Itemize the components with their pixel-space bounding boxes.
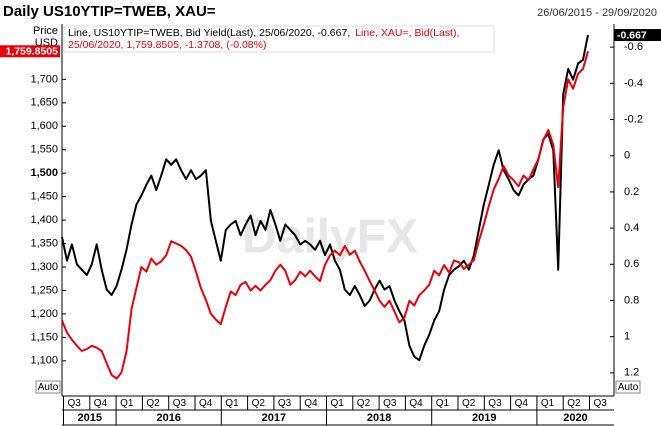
- quarter-label: Q3: [594, 398, 608, 409]
- left-axis-mode: Auto: [38, 382, 59, 393]
- quarter-label: Q2: [252, 398, 266, 409]
- last-value-box: [614, 29, 661, 42]
- y2-tick-label: 0.8: [624, 294, 639, 306]
- quarter-label: Q2: [462, 398, 476, 409]
- last-value-box: [0, 45, 60, 58]
- series-line: [61, 51, 589, 380]
- quarter-label: Q4: [409, 398, 423, 409]
- y-axis-label: Price: [33, 25, 58, 37]
- y-tick-label: 1,350: [30, 237, 58, 249]
- y-tick-label: 1,500: [30, 167, 58, 179]
- legend: Line, US10YTIP=TWEB, Bid Yield(Last), 25…: [63, 25, 495, 53]
- legend-entry: Line, XAU=, Bid(Last),: [355, 27, 459, 39]
- year-label: 2016: [156, 412, 180, 424]
- series-line: [61, 34, 589, 362]
- quarter-label: Q1: [225, 398, 239, 409]
- quarter-label: Q4: [199, 398, 213, 409]
- legend-entry: 25/06/2020, 1,759.8505, -1.3708, (-0.08%…: [68, 39, 266, 51]
- last-value-label: 1,759.8505: [5, 46, 58, 58]
- y2-tick-label: 1: [624, 331, 630, 343]
- y2-tick-label: -0.4: [624, 77, 643, 89]
- year-label: 2017: [262, 412, 286, 424]
- quarter-label: Q1: [541, 398, 555, 409]
- auto-box: [35, 380, 61, 394]
- quarter-label: Q2: [567, 398, 581, 409]
- y-tick-label: 1,600: [30, 120, 58, 132]
- year-label: 2018: [367, 412, 391, 424]
- y2-tick-label: 0: [624, 150, 630, 162]
- y2-tick-label: 0.2: [624, 186, 639, 198]
- quarter-label: Q3: [383, 398, 397, 409]
- y-tick-label: 1,550: [30, 144, 58, 156]
- quarter-label: Q4: [515, 398, 529, 409]
- y2-tick-label: 1.2: [624, 367, 639, 379]
- quarter-label: Q3: [68, 398, 82, 409]
- year-label: 2019: [472, 412, 496, 424]
- y-tick-label: 1,200: [30, 308, 58, 320]
- y-tick-label: 1,150: [30, 331, 58, 343]
- quarter-label: Q3: [278, 398, 292, 409]
- quarter-label: Q2: [146, 398, 160, 409]
- date-range: 26/06/2015 - 29/09/2020: [537, 7, 657, 19]
- y-tick-label: 1,100: [30, 355, 58, 367]
- y2-tick-label: -0.2: [624, 113, 643, 125]
- auto-box: [615, 380, 641, 394]
- chart-title: Daily US10YTIP=TWEB, XAU=: [3, 3, 216, 20]
- year-label: 2015: [78, 412, 102, 424]
- quarter-label: Q3: [488, 398, 502, 409]
- y-tick-label: 1,700: [30, 73, 58, 85]
- quarter-label: Q4: [94, 398, 108, 409]
- y-tick-label: 1,250: [30, 284, 58, 296]
- right-axis-mode: Auto: [618, 382, 639, 393]
- y2-tick-label: -0.6: [624, 41, 643, 53]
- legend-box: [63, 25, 495, 53]
- last-value-label: -0.667: [617, 29, 647, 41]
- y-tick-label: 1,300: [30, 261, 58, 273]
- year-label: 2020: [563, 412, 587, 424]
- y-tick-label: 1,400: [30, 214, 58, 226]
- y-tick-label: 1,450: [30, 191, 58, 203]
- quarter-label: Q4: [304, 398, 318, 409]
- legend-entry: Line, US10YTIP=TWEB, Bid Yield(Last), 25…: [68, 27, 350, 39]
- quarter-label: Q1: [120, 398, 134, 409]
- y-tick-label: 1,650: [30, 97, 58, 109]
- quarter-label: Q2: [357, 398, 371, 409]
- quarter-label: Q1: [331, 398, 345, 409]
- quarter-label: Q3: [173, 398, 187, 409]
- y2-tick-label: 0.6: [624, 258, 639, 270]
- y2-tick-label: 0.4: [624, 222, 639, 234]
- quarter-label: Q1: [436, 398, 450, 409]
